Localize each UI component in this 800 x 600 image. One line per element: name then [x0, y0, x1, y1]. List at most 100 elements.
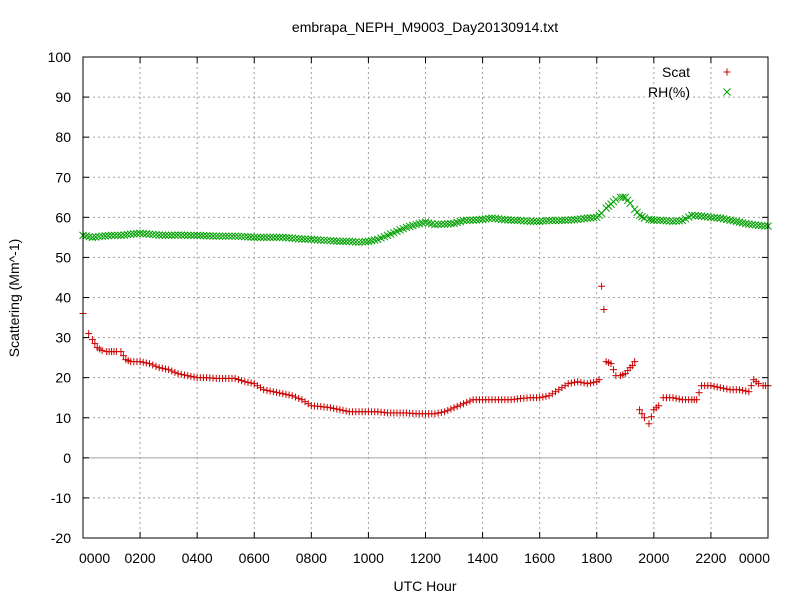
- data-marks: [79, 193, 772, 428]
- data-point: [367, 236, 376, 245]
- data-point: [221, 232, 230, 241]
- data-point: [291, 234, 300, 243]
- data-point: [174, 370, 182, 378]
- data-point: [294, 234, 303, 243]
- data-point: [607, 360, 615, 368]
- data-point: [313, 236, 322, 244]
- data-point: [119, 352, 127, 360]
- data-point: [453, 402, 461, 410]
- data-point: [722, 215, 731, 224]
- data-point: [107, 231, 116, 240]
- data-point: [729, 216, 738, 225]
- data-point: [91, 340, 99, 348]
- data-point: [628, 362, 636, 370]
- data-point: [85, 232, 94, 241]
- data-point: [424, 219, 433, 227]
- data-point: [636, 406, 644, 414]
- data-point: [720, 384, 728, 392]
- data-point: [136, 229, 144, 238]
- data-point: [716, 384, 724, 392]
- y-tick-label: 70: [55, 169, 71, 185]
- data-point: [437, 220, 446, 229]
- x-tick-label: 2000: [638, 550, 669, 566]
- data-point: [161, 231, 170, 240]
- data-point: [339, 406, 347, 414]
- data-point: [91, 233, 100, 241]
- y-tick-label: 90: [55, 89, 71, 105]
- data-point: [462, 216, 471, 225]
- y-tick-label: -10: [51, 490, 71, 506]
- data-point: [266, 387, 274, 395]
- data-point: [444, 406, 452, 414]
- data-point: [695, 389, 703, 397]
- y-tick-label: 30: [55, 330, 71, 346]
- data-point: [361, 237, 370, 246]
- data-point: [580, 379, 588, 387]
- data-point: [659, 216, 668, 225]
- data-point: [152, 362, 160, 370]
- data-point: [532, 217, 541, 226]
- data-point: [148, 230, 157, 239]
- data-point: [697, 212, 706, 220]
- data-point: [570, 215, 579, 224]
- data-point: [199, 231, 208, 240]
- data-point: [675, 216, 684, 225]
- data-point: [710, 213, 718, 222]
- data-point: [707, 382, 715, 390]
- data-point: [626, 199, 634, 208]
- data-point: [247, 379, 255, 387]
- data-point: [256, 233, 265, 242]
- data-point: [196, 231, 205, 240]
- data-point: [415, 219, 424, 228]
- data-point: [638, 410, 646, 418]
- data-point: [82, 232, 90, 240]
- data-point: [577, 215, 585, 223]
- data-point: [117, 348, 125, 356]
- x-tick-label: 1200: [410, 550, 441, 566]
- data-point: [202, 231, 211, 240]
- data-point: [735, 386, 743, 394]
- data-point: [282, 390, 290, 398]
- data-point: [440, 220, 449, 229]
- data-point: [288, 392, 296, 400]
- data-point: [545, 216, 553, 225]
- data-point: [421, 218, 430, 226]
- x-tick-label: 0400: [182, 550, 213, 566]
- data-point: [510, 216, 519, 225]
- legend-marker-rh: [723, 88, 731, 96]
- data-point: [723, 385, 731, 393]
- data-point: [504, 216, 512, 224]
- data-point: [481, 215, 490, 223]
- data-point: [519, 216, 528, 225]
- data-point: [700, 212, 709, 221]
- legend-label-rh: RH(%): [648, 84, 690, 100]
- x-tick-label: 1600: [524, 550, 555, 566]
- data-point: [123, 230, 132, 239]
- y-tick-label: -20: [51, 530, 71, 546]
- data-point: [104, 231, 113, 240]
- data-point: [240, 232, 249, 241]
- data-point: [635, 211, 644, 220]
- data-point: [171, 231, 179, 239]
- data-point: [247, 233, 255, 241]
- data-point: [564, 216, 573, 224]
- data-point: [273, 388, 281, 396]
- data-point: [85, 330, 93, 338]
- data-point: [640, 214, 649, 222]
- data-point: [326, 404, 334, 412]
- data-point: [738, 218, 747, 227]
- x-tick-label: 1000: [353, 550, 384, 566]
- data-point: [139, 358, 147, 366]
- x-tick-label: 1800: [581, 550, 612, 566]
- data-point: [647, 413, 655, 421]
- data-point: [336, 406, 344, 414]
- data-point: [529, 217, 538, 226]
- tick-labels: -20 -10 0 10 20 30 40 50 60 70 80 90 100 0000 0200 0400…: [48, 49, 771, 566]
- chart-title: embrapa_NEPH_M9003_Day20130914.txt: [292, 19, 558, 35]
- data-point: [187, 372, 195, 380]
- data-point: [158, 364, 166, 372]
- data-point: [171, 368, 179, 376]
- data-point: [478, 215, 487, 224]
- data-point: [739, 386, 747, 394]
